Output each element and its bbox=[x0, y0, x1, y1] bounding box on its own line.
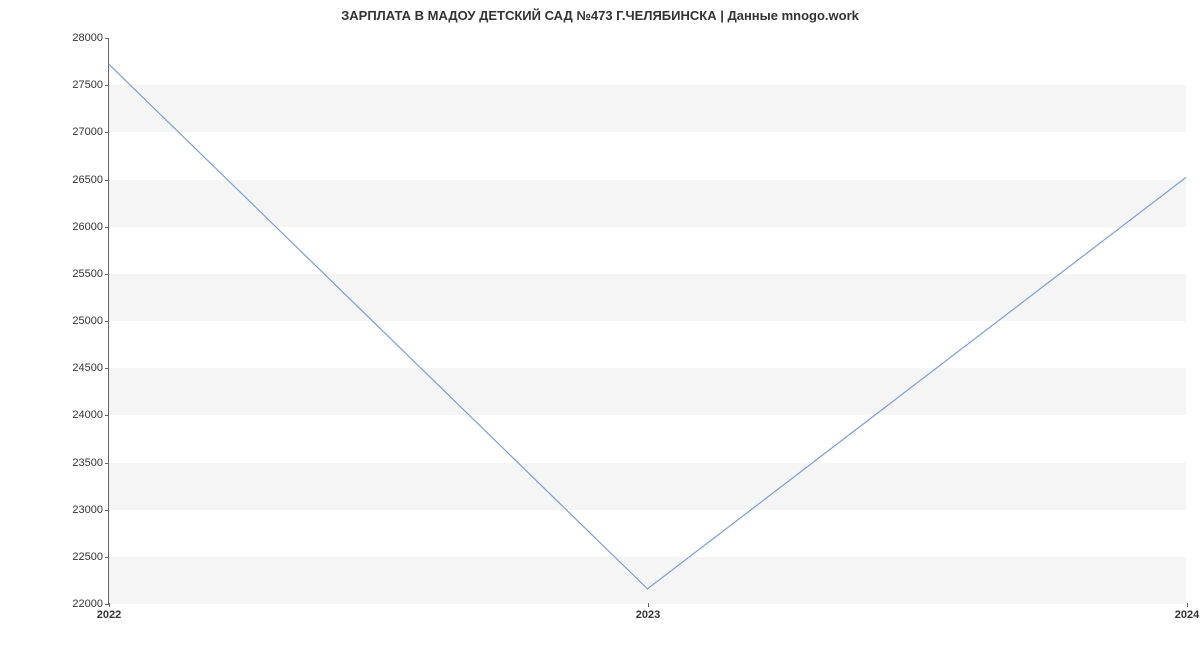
y-tick-label: 25000 bbox=[72, 315, 103, 327]
y-tick-label: 28000 bbox=[72, 32, 103, 44]
x-tick-mark bbox=[648, 603, 649, 607]
y-tick-label: 27000 bbox=[72, 126, 103, 138]
x-tick-label: 2022 bbox=[97, 609, 121, 621]
plot-area: 2200022500230002350024000245002500025500… bbox=[108, 38, 1186, 604]
y-tick-label: 27500 bbox=[72, 79, 103, 91]
line-series bbox=[109, 38, 1186, 603]
y-tick-mark bbox=[105, 368, 109, 369]
x-tick-mark bbox=[109, 603, 110, 607]
x-tick-label: 2023 bbox=[636, 609, 660, 621]
y-tick-mark bbox=[105, 180, 109, 181]
y-tick-label: 23500 bbox=[72, 457, 103, 469]
y-tick-label: 22500 bbox=[72, 551, 103, 563]
x-tick-label: 2024 bbox=[1175, 609, 1199, 621]
y-tick-mark bbox=[105, 321, 109, 322]
y-tick-mark bbox=[105, 274, 109, 275]
chart-title: ЗАРПЛАТА В МАДОУ ДЕТСКИЙ САД №473 Г.ЧЕЛЯ… bbox=[0, 8, 1200, 23]
y-tick-mark bbox=[105, 463, 109, 464]
y-tick-mark bbox=[105, 132, 109, 133]
y-tick-mark bbox=[105, 227, 109, 228]
y-tick-label: 25500 bbox=[72, 268, 103, 280]
y-tick-label: 24500 bbox=[72, 362, 103, 374]
y-tick-label: 24000 bbox=[72, 409, 103, 421]
y-tick-mark bbox=[105, 510, 109, 511]
y-tick-mark bbox=[105, 85, 109, 86]
y-tick-mark bbox=[105, 557, 109, 558]
x-tick-mark bbox=[1187, 603, 1188, 607]
y-tick-label: 26000 bbox=[72, 221, 103, 233]
y-tick-label: 23000 bbox=[72, 504, 103, 516]
y-tick-mark bbox=[105, 38, 109, 39]
y-tick-mark bbox=[105, 415, 109, 416]
y-tick-label: 26500 bbox=[72, 174, 103, 186]
series-line bbox=[109, 64, 1186, 589]
